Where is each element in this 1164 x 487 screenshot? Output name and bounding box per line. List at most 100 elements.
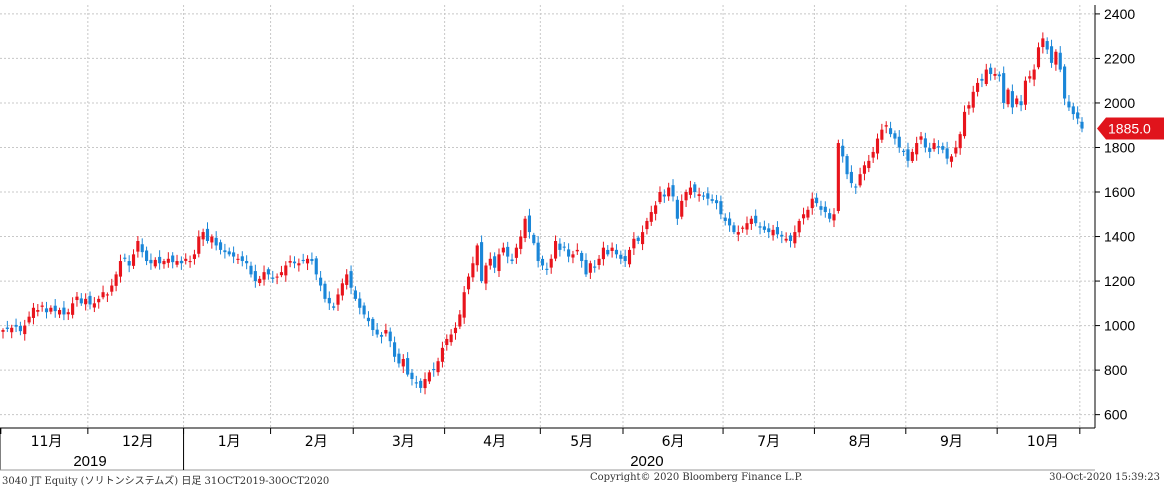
- candle-body: [976, 82, 980, 92]
- candle: [419, 378, 423, 393]
- candle: [797, 218, 801, 238]
- candle-body: [1002, 73, 1006, 103]
- candle-body: [279, 272, 284, 276]
- candle-body: [862, 165, 867, 174]
- candle-body: [310, 259, 314, 262]
- candle: [440, 341, 444, 368]
- candle: [1006, 87, 1010, 108]
- candle: [245, 255, 249, 270]
- candle: [253, 264, 257, 288]
- candle: [858, 167, 862, 188]
- candle: [745, 216, 749, 235]
- candle: [654, 201, 658, 221]
- candle: [675, 196, 679, 225]
- candle: [1071, 102, 1075, 120]
- candle-body: [205, 228, 210, 241]
- y-tick-label: 2000: [1104, 95, 1135, 111]
- candle-body: [18, 325, 22, 332]
- candle: [532, 232, 536, 246]
- last-price-tag: 1885.0: [1097, 117, 1164, 140]
- candle-body: [40, 305, 44, 307]
- candle: [236, 253, 240, 264]
- candle: [249, 261, 253, 278]
- candle: [462, 285, 466, 324]
- candle-body: [332, 306, 336, 308]
- candle-body: [262, 272, 266, 280]
- candle-body: [1, 330, 5, 332]
- candle: [819, 200, 823, 216]
- candle-body: [784, 238, 788, 241]
- candle-body: [636, 237, 640, 241]
- candle-body: [284, 265, 288, 276]
- candle: [1023, 76, 1028, 111]
- y-tick-label: 2200: [1104, 50, 1135, 66]
- candle: [1036, 42, 1041, 70]
- candle-body: [1041, 38, 1045, 48]
- candle: [758, 222, 762, 235]
- candle: [436, 357, 440, 376]
- candle-body: [488, 258, 492, 266]
- candle: [271, 270, 275, 283]
- candle-body: [1023, 80, 1028, 105]
- candle: [775, 221, 780, 239]
- candle-body: [1080, 121, 1084, 129]
- candle-body: [349, 271, 353, 288]
- candle: [958, 131, 962, 155]
- candle-body: [453, 327, 458, 334]
- candle: [336, 288, 340, 311]
- candle-body: [153, 259, 157, 267]
- candle: [875, 133, 880, 160]
- candle-body: [506, 246, 510, 257]
- candle: [84, 293, 88, 311]
- candle: [414, 375, 418, 388]
- candle-body: [384, 330, 388, 334]
- candle: [197, 230, 201, 258]
- candle: [114, 271, 118, 292]
- candle-body: [662, 194, 666, 197]
- candle: [571, 250, 575, 264]
- x-month-label: 6月: [662, 434, 685, 450]
- candle-body: [53, 305, 57, 312]
- candle-body: [754, 215, 758, 224]
- candle-body: [414, 382, 418, 384]
- candle: [828, 208, 832, 223]
- candle-body: [828, 213, 832, 219]
- candle-body: [497, 254, 501, 272]
- candle: [127, 255, 131, 273]
- candle: [449, 329, 453, 346]
- candle: [188, 255, 192, 268]
- candle: [23, 319, 27, 341]
- candle-body: [1045, 41, 1049, 50]
- candle: [184, 253, 188, 265]
- candle-body: [401, 358, 405, 367]
- candle: [162, 258, 166, 269]
- candle: [823, 201, 827, 218]
- candle-body: [288, 261, 292, 263]
- candle: [1041, 32, 1045, 54]
- candle: [153, 257, 157, 269]
- candle-body: [610, 247, 614, 252]
- candle: [57, 307, 62, 319]
- candle: [788, 232, 793, 248]
- candle-body: [101, 292, 105, 298]
- candle-body: [458, 314, 462, 327]
- candle: [506, 241, 510, 264]
- candle-body: [410, 372, 414, 380]
- candle: [310, 252, 314, 265]
- candle-body: [714, 200, 719, 204]
- candle-body: [671, 185, 675, 197]
- candle-body: [967, 105, 971, 109]
- candle-body: [123, 257, 127, 259]
- candle: [410, 368, 414, 386]
- candle-body: [14, 324, 18, 327]
- candle-body: [584, 259, 588, 275]
- candle-body: [949, 156, 954, 162]
- candle: [649, 205, 653, 226]
- candle-body: [771, 229, 775, 236]
- x-month-label: 2月: [305, 434, 328, 450]
- candle-body: [545, 268, 549, 270]
- candle: [849, 165, 853, 188]
- candle-body: [680, 200, 684, 217]
- candle: [305, 255, 310, 271]
- candle-body: [962, 111, 967, 137]
